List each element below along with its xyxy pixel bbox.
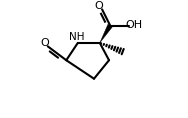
Text: O: O [40, 38, 49, 48]
Polygon shape [100, 24, 112, 43]
Text: OH: OH [125, 20, 142, 30]
Text: O: O [95, 1, 104, 11]
Text: NH: NH [70, 32, 85, 42]
